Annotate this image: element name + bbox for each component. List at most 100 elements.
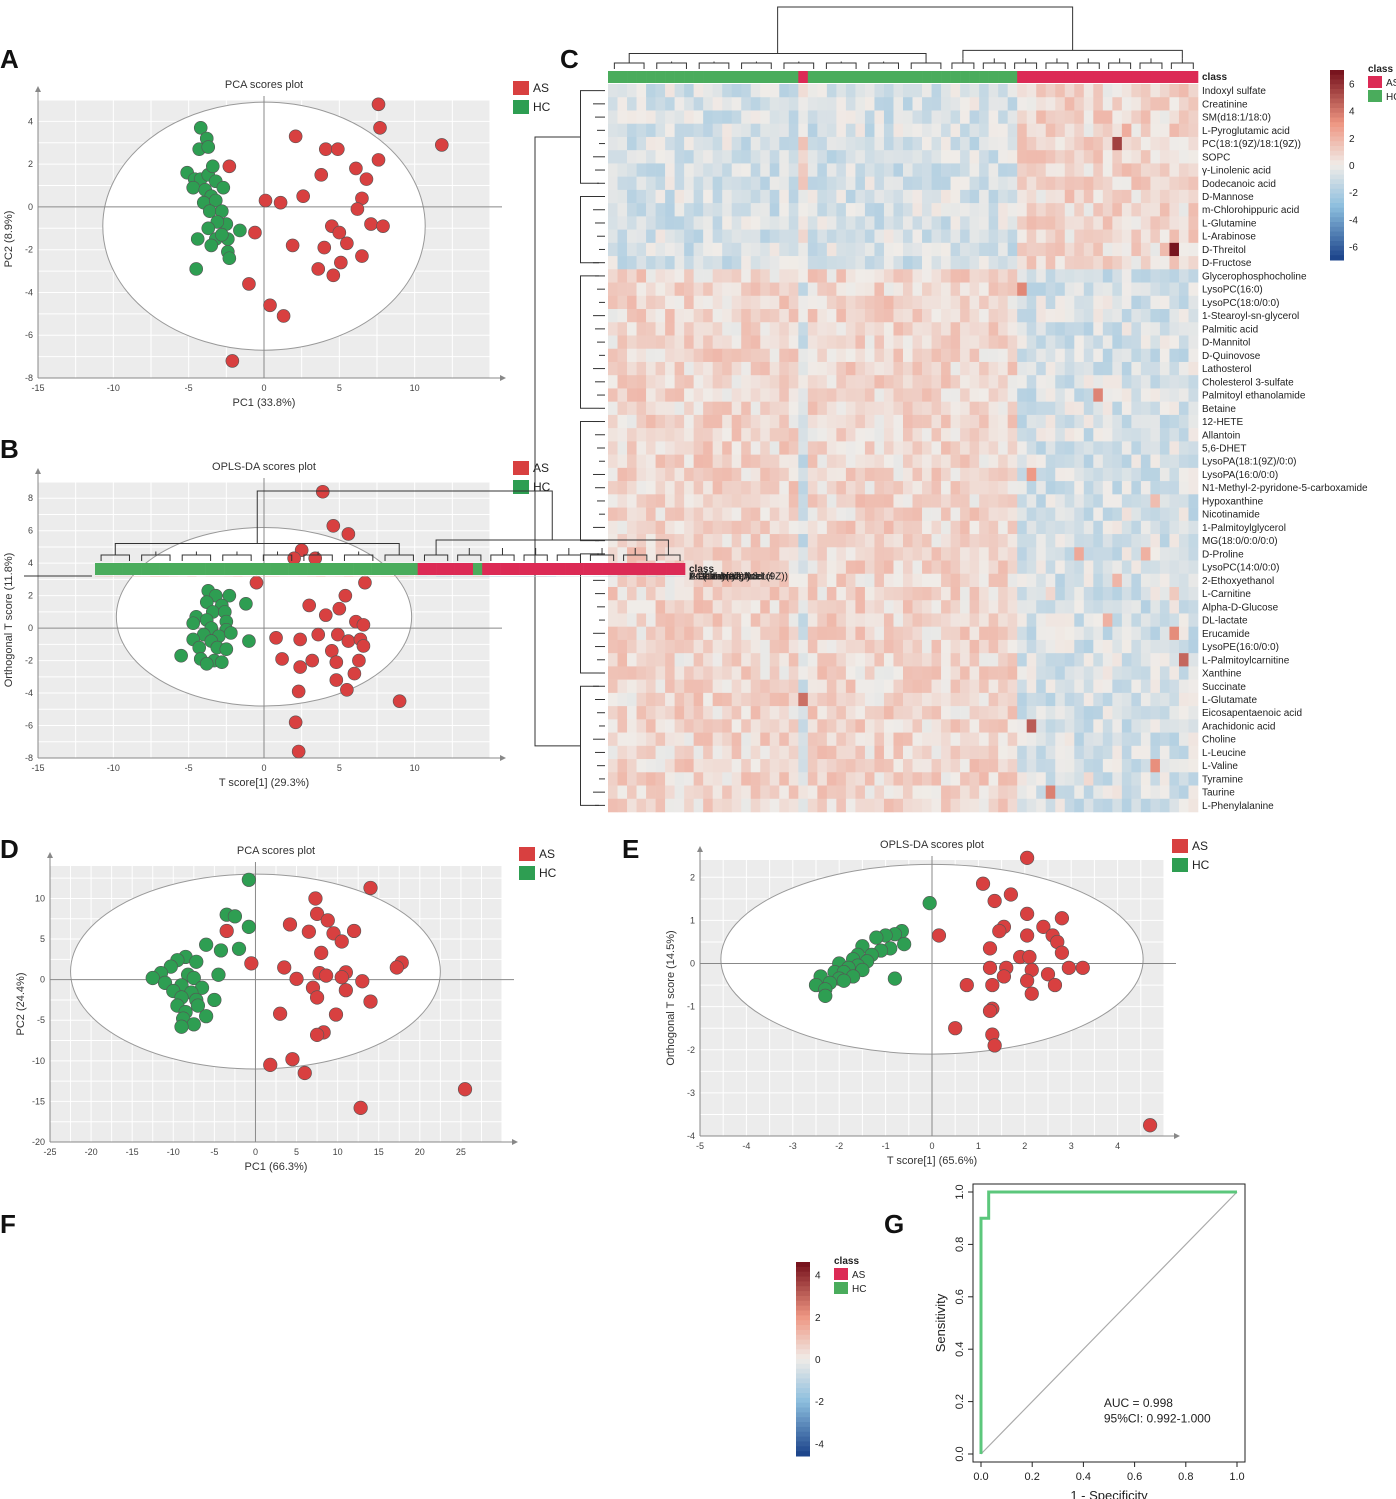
heatmap-cell bbox=[1045, 110, 1056, 125]
heatmap-cell bbox=[636, 123, 647, 138]
heatmap-cell bbox=[1064, 481, 1075, 495]
heatmap-cell bbox=[750, 282, 761, 297]
heatmap-cell bbox=[950, 282, 961, 297]
heatmap-cell bbox=[693, 282, 704, 297]
heatmap-cell bbox=[741, 348, 752, 363]
heatmap-cell bbox=[836, 110, 847, 125]
heatmap-cell bbox=[703, 494, 713, 508]
heatmap-cell bbox=[1045, 639, 1056, 654]
heatmap-cell bbox=[845, 745, 856, 760]
heatmap-cell bbox=[674, 388, 685, 402]
heatmap-cell bbox=[988, 600, 999, 614]
heatmap-cell bbox=[1045, 467, 1056, 482]
heatmap-cell bbox=[674, 216, 685, 230]
heatmap-cell bbox=[1083, 600, 1094, 614]
heatmap-cell bbox=[979, 97, 989, 111]
heatmap-cell bbox=[1112, 441, 1123, 455]
heatmap-cell bbox=[912, 414, 923, 429]
heatmap-cell bbox=[1150, 414, 1161, 429]
heatmap-cell bbox=[817, 626, 828, 641]
heatmap-cell bbox=[684, 150, 694, 164]
heatmap-cell bbox=[1102, 242, 1113, 257]
heatmap-cell bbox=[998, 189, 1008, 204]
heatmap-cell bbox=[788, 560, 799, 575]
heatmap-cell bbox=[731, 136, 742, 151]
heatmap-cell bbox=[1102, 534, 1113, 548]
heatmap-cell bbox=[817, 534, 828, 548]
heatmap-cell bbox=[636, 348, 647, 363]
heatmap-cell bbox=[874, 679, 885, 694]
heatmap-cell bbox=[1074, 653, 1085, 667]
heatmap-cell bbox=[617, 772, 628, 786]
heatmap-cell bbox=[1093, 679, 1104, 694]
heatmap-cell bbox=[903, 361, 913, 376]
class-bar-cell bbox=[608, 71, 618, 83]
heatmap-cell bbox=[1159, 136, 1170, 151]
heatmap-cell bbox=[1131, 534, 1142, 548]
heatmap-cell bbox=[1017, 586, 1028, 601]
heatmap-cell bbox=[1150, 692, 1161, 707]
heatmap-cell bbox=[741, 150, 752, 164]
heatmap-cell bbox=[922, 295, 932, 310]
heatmap-cell bbox=[693, 136, 704, 151]
heatmap-cell bbox=[655, 573, 666, 588]
heatmap-cell bbox=[969, 785, 980, 800]
heatmap-cell bbox=[750, 229, 761, 244]
heatmap-cell bbox=[1036, 745, 1047, 760]
heatmap-cell bbox=[1159, 441, 1170, 455]
heatmap-cell bbox=[1064, 613, 1075, 627]
heatmap-cell bbox=[941, 335, 951, 350]
heatmap-cell bbox=[798, 335, 809, 350]
heatmap-cell bbox=[779, 322, 790, 336]
heatmap-cell bbox=[1045, 189, 1056, 204]
heatmap-cell bbox=[617, 309, 628, 323]
heatmap-cell bbox=[807, 547, 818, 561]
colorbar-step bbox=[796, 1407, 810, 1413]
heatmap-cell bbox=[807, 507, 818, 522]
heatmap-cell bbox=[684, 772, 694, 786]
heatmap-cell bbox=[845, 692, 856, 707]
heatmap-row-label: L-Leucine bbox=[1202, 748, 1246, 759]
heatmap-cell bbox=[627, 798, 637, 813]
heatmap-cell bbox=[1159, 97, 1170, 111]
point-as bbox=[376, 219, 390, 233]
heatmap-cell bbox=[1159, 520, 1170, 535]
heatmap-cell bbox=[769, 772, 780, 786]
heatmap-cell bbox=[1150, 229, 1161, 244]
heatmap-cell bbox=[703, 335, 713, 350]
heatmap-cell bbox=[903, 229, 913, 244]
heatmap-cell bbox=[931, 348, 942, 363]
heatmap-cell bbox=[817, 428, 828, 442]
heatmap-cell bbox=[998, 441, 1008, 455]
heatmap-cell bbox=[960, 759, 970, 773]
heatmap-cell bbox=[655, 745, 666, 760]
heatmap-cell bbox=[703, 653, 713, 667]
heatmap-cell bbox=[855, 361, 866, 376]
heatmap-cell bbox=[636, 229, 647, 244]
heatmap-cell bbox=[1140, 507, 1151, 522]
heatmap-cell bbox=[798, 189, 809, 204]
heatmap-cell bbox=[627, 785, 637, 800]
heatmap-cell bbox=[1007, 322, 1018, 336]
heatmap-cell bbox=[988, 560, 999, 575]
heatmap-cell bbox=[1064, 176, 1075, 191]
heatmap-cell bbox=[769, 653, 780, 667]
heatmap-cell bbox=[893, 692, 904, 707]
x-tick-label: 1.0 bbox=[1229, 1471, 1244, 1483]
heatmap-cell bbox=[703, 348, 713, 363]
heatmap-cell bbox=[1188, 295, 1199, 310]
heatmap-cell bbox=[950, 560, 961, 575]
panel-letter-e: E bbox=[622, 834, 639, 864]
heatmap-cell bbox=[712, 692, 723, 707]
point-as bbox=[320, 913, 335, 928]
heatmap-cell bbox=[988, 322, 999, 336]
heatmap-cell bbox=[750, 547, 761, 561]
heatmap-cell bbox=[1131, 785, 1142, 800]
heatmap-cell bbox=[741, 600, 752, 614]
heatmap-cell bbox=[798, 401, 809, 416]
heatmap-cell bbox=[1102, 150, 1113, 164]
heatmap-cell bbox=[703, 110, 713, 125]
heatmap-cell bbox=[1026, 573, 1037, 588]
heatmap-cell bbox=[960, 586, 970, 601]
heatmap-cell bbox=[1159, 719, 1170, 733]
